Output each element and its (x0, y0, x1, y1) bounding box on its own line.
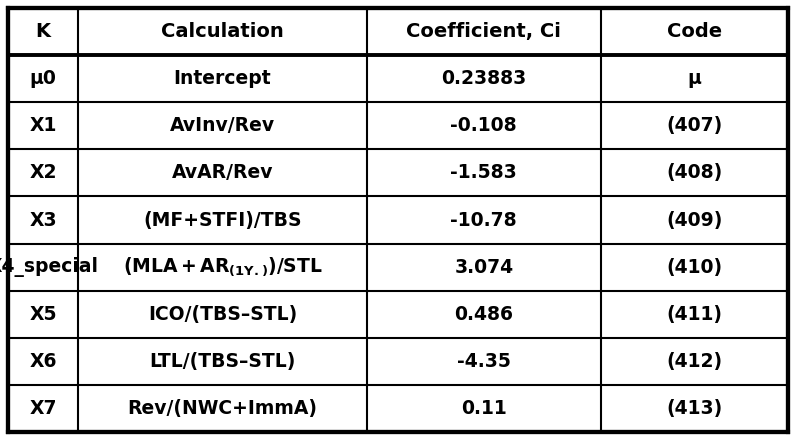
Text: K: K (36, 22, 51, 41)
Text: AvInv/Rev: AvInv/Rev (170, 116, 275, 135)
Text: -4.35: -4.35 (457, 352, 511, 371)
Text: X5: X5 (29, 305, 57, 324)
Text: (410): (410) (666, 257, 723, 277)
Text: (412): (412) (666, 352, 723, 371)
Text: X3: X3 (29, 210, 57, 230)
Text: AvAR/Rev: AvAR/Rev (172, 163, 273, 183)
Text: X1: X1 (29, 116, 57, 135)
Text: (407): (407) (666, 116, 723, 135)
Text: (MF+STFI)/TBS: (MF+STFI)/TBS (143, 210, 302, 230)
Text: Calculation: Calculation (161, 22, 284, 41)
Text: Rev/(NWC+ImmA): Rev/(NWC+ImmA) (127, 399, 318, 418)
Text: X6: X6 (29, 352, 57, 371)
Text: (411): (411) (666, 305, 723, 324)
Text: -1.583: -1.583 (451, 163, 517, 183)
Text: LTL/(TBS–STL): LTL/(TBS–STL) (150, 352, 295, 371)
Text: X2: X2 (29, 163, 57, 183)
Text: 0.23883: 0.23883 (441, 69, 526, 88)
Text: X4_special: X4_special (0, 257, 99, 277)
Text: (413): (413) (666, 399, 723, 418)
Text: Intercept: Intercept (174, 69, 271, 88)
Text: X7: X7 (29, 399, 57, 418)
Text: Code: Code (667, 22, 722, 41)
Text: 0.486: 0.486 (455, 305, 513, 324)
Text: ICO/(TBS–STL): ICO/(TBS–STL) (148, 305, 297, 324)
Text: $\mathbf{(MLA+AR_{(1Y.)})/STL}$: $\mathbf{(MLA+AR_{(1Y.)})/STL}$ (123, 256, 322, 278)
Text: (409): (409) (666, 210, 723, 230)
Text: Coefficient, Ci: Coefficient, Ci (407, 22, 561, 41)
Text: -10.78: -10.78 (451, 210, 517, 230)
Text: μ: μ (688, 69, 701, 88)
Text: μ0: μ0 (29, 69, 57, 88)
Text: 3.074: 3.074 (455, 257, 513, 277)
Text: 0.11: 0.11 (461, 399, 507, 418)
Text: -0.108: -0.108 (451, 116, 517, 135)
Text: (408): (408) (666, 163, 723, 183)
